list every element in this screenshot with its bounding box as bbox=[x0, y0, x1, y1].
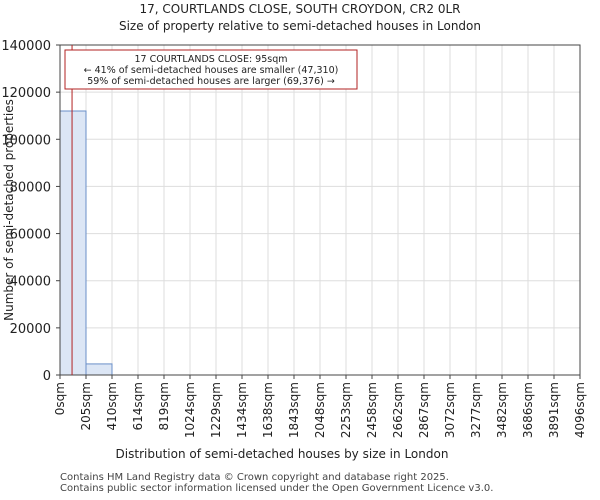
chart-title: 17, COURTLANDS CLOSE, SOUTH CROYDON, CR2… bbox=[140, 2, 461, 16]
annotation-line: 59% of semi-detached houses are larger (… bbox=[87, 76, 335, 87]
x-tick-label: 2458sqm bbox=[365, 382, 379, 438]
footer-line-2: Contains public sector information licen… bbox=[60, 483, 494, 494]
y-tick-label: 80000 bbox=[10, 180, 51, 195]
x-tick-label: 3686sqm bbox=[521, 382, 535, 438]
x-tick-label: 3072sqm bbox=[443, 382, 457, 438]
y-tick-label: 60000 bbox=[10, 228, 51, 243]
x-tick-label: 1843sqm bbox=[287, 382, 301, 438]
x-tick-label: 2662sqm bbox=[391, 382, 405, 438]
footer: Contains HM Land Registry data © Crown c… bbox=[60, 472, 493, 494]
x-tick-label: 1229sqm bbox=[209, 382, 223, 438]
x-axis-label: Distribution of semi-detached houses by … bbox=[116, 447, 449, 461]
property-marker: 17 COURTLANDS CLOSE: 95sqm← 41% of semi-… bbox=[64, 45, 358, 375]
x-tick-label: 3891sqm bbox=[547, 382, 561, 438]
x-tick-label: 4096sqm bbox=[573, 382, 587, 438]
annotation-line: ← 41% of semi-detached houses are smalle… bbox=[84, 65, 339, 76]
x-tick-label: 2867sqm bbox=[417, 382, 431, 438]
x-tick-label: 1638sqm bbox=[261, 382, 275, 438]
x-tick-label: 0sqm bbox=[53, 382, 67, 415]
y-axis: 0 20000 40000 60000 80000 100000 120000 140000 bbox=[1, 39, 60, 384]
footer-line-1: Contains HM Land Registry data © Crown c… bbox=[60, 472, 449, 483]
x-tick-label: 410sqm bbox=[105, 382, 119, 430]
x-tick-label: 3277sqm bbox=[469, 382, 483, 438]
x-tick-label: 205sqm bbox=[79, 382, 93, 430]
annotation-box bbox=[64, 49, 358, 90]
y-tick-label: 140000 bbox=[1, 39, 51, 54]
x-tick-label: 2048sqm bbox=[313, 382, 327, 438]
y-tick-label: 0 bbox=[43, 369, 51, 384]
y-axis-label: Number of semi-detached properties bbox=[2, 99, 16, 321]
gridlines bbox=[59, 44, 581, 376]
x-tick-label: 3482sqm bbox=[495, 382, 509, 438]
bar bbox=[85, 363, 113, 376]
bars bbox=[59, 110, 113, 376]
y-tick-label: 20000 bbox=[10, 322, 51, 337]
y-tick-label: 100000 bbox=[1, 133, 51, 148]
annotation-line: 17 COURTLANDS CLOSE: 95sqm bbox=[134, 54, 287, 65]
x-tick-label: 819sqm bbox=[157, 382, 171, 430]
x-tick-label: 1024sqm bbox=[183, 382, 197, 438]
x-tick-label: 2253sqm bbox=[339, 382, 353, 438]
x-tick-label: 1434sqm bbox=[235, 382, 249, 438]
y-tick-label: 40000 bbox=[10, 275, 51, 290]
x-axis: 0sqm 205sqm 410sqm 614sqm 819sqm 1024sqm 1229s… bbox=[53, 375, 587, 438]
x-tick-label: 614sqm bbox=[131, 382, 145, 430]
chart-subtitle: Size of property relative to semi-detach… bbox=[119, 19, 481, 33]
bar bbox=[59, 110, 87, 376]
y-tick-label: 120000 bbox=[1, 86, 51, 101]
